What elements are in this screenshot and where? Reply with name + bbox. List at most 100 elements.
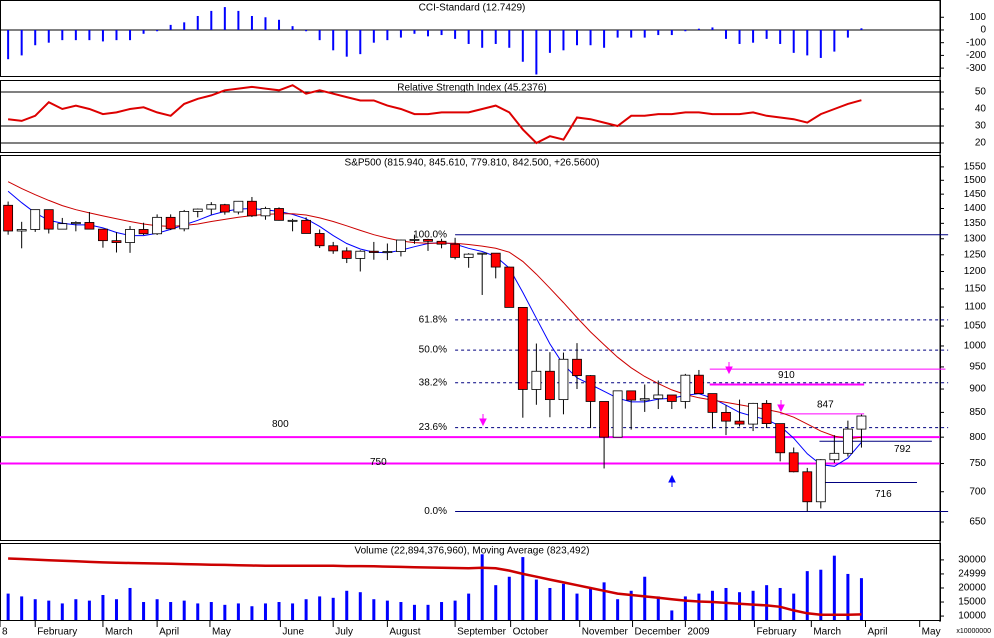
cci-bar: [115, 29, 118, 41]
cci-bar: [183, 22, 186, 30]
cci-bar: [684, 29, 687, 32]
candle-body: [734, 420, 745, 425]
x-tick-label: April: [159, 627, 179, 638]
volume-bar: [494, 585, 498, 620]
y-tick-label: 1500: [964, 175, 987, 186]
y-tick-label: 20000: [958, 583, 986, 594]
y-tick-label: 1300: [964, 233, 987, 244]
cci-bar: [806, 29, 809, 56]
cci-bar: [657, 29, 660, 36]
volume-bar: [372, 599, 376, 620]
volume-bar: [792, 593, 796, 620]
cci-bar: [305, 29, 308, 32]
y-tick-label: 1200: [964, 266, 987, 277]
y-tick-label: 1250: [964, 249, 987, 260]
volume-bar: [6, 593, 10, 620]
y-tick-label: 20: [975, 138, 987, 149]
volume-bar: [412, 604, 416, 620]
cci-bar: [819, 29, 822, 58]
x-tick-label: February: [37, 627, 77, 638]
volume-bar: [738, 592, 742, 620]
volume-bar: [548, 587, 552, 620]
candle-body: [423, 238, 433, 242]
volume-bar: [345, 590, 349, 620]
volume-bar: [20, 596, 24, 620]
candle-body: [815, 459, 826, 503]
candle-body: [680, 374, 691, 402]
volume-bar: [236, 603, 240, 620]
cci-bar: [101, 29, 104, 42]
candle-body: [301, 219, 312, 234]
panel-title: CCI-Standard (12.7429): [419, 3, 526, 14]
cci-bar: [467, 29, 470, 44]
cci-bar: [440, 29, 443, 36]
candle-body: [111, 240, 122, 243]
volume-bar: [453, 600, 457, 620]
candle-body: [707, 393, 718, 413]
volume-bar: [304, 599, 308, 620]
cci-bar: [372, 29, 375, 43]
y-tick-label: 900: [969, 384, 986, 395]
cci-bar: [616, 29, 619, 38]
x-tick-label: April: [868, 627, 888, 638]
volume-bar: [697, 593, 701, 620]
cci-bar: [846, 29, 849, 38]
fib-label: 61.8%: [419, 315, 447, 326]
volume-bar: [47, 600, 51, 620]
volume-bar: [710, 590, 714, 620]
candle-body: [165, 216, 176, 230]
candle-body: [16, 229, 27, 232]
candle-body: [43, 209, 54, 230]
cci-bar: [562, 29, 565, 51]
volume-bar: [209, 602, 213, 620]
x-tick-label: June: [282, 627, 304, 638]
cci-bar: [697, 28, 700, 30]
volume-bar: [182, 600, 186, 620]
unit-label: x10000000: [956, 628, 991, 635]
candle-body: [802, 471, 813, 503]
candle-body: [396, 239, 406, 252]
candle-body: [856, 415, 867, 430]
cci-bar: [291, 26, 294, 30]
cci-bar: [603, 29, 606, 48]
candle-body: [829, 452, 840, 461]
arrow: [725, 362, 733, 375]
candle-body: [3, 204, 14, 232]
cci-bar: [399, 29, 402, 38]
candle-body: [274, 208, 284, 221]
volume-bar: [778, 587, 782, 620]
candle-body: [368, 250, 379, 253]
candle-body: [30, 209, 41, 230]
candle-body: [490, 252, 501, 268]
x-tick-label: March: [813, 627, 841, 638]
volume-bar: [467, 593, 471, 620]
volume-bar: [670, 610, 674, 620]
candle-body: [545, 370, 555, 401]
cci-bar: [169, 24, 172, 30]
candle-body: [666, 394, 677, 402]
y-tick-label: 1100: [964, 302, 986, 313]
fib-label: 23.6%: [419, 422, 447, 433]
cci-bar: [427, 29, 430, 37]
volume-bar: [196, 603, 200, 620]
y-tick-label: 100: [969, 12, 986, 23]
arrow: [479, 414, 487, 427]
level-label: 800: [272, 419, 289, 430]
volume-bar: [318, 596, 322, 620]
volume-bar: [859, 578, 863, 620]
level-label: 716: [875, 489, 892, 500]
cci-bar: [752, 29, 755, 43]
cci-bar: [129, 29, 132, 41]
volume-bar: [114, 599, 118, 620]
panel-frame: [0, 80, 941, 153]
cci-bar: [196, 15, 199, 30]
x-tick-label: March: [105, 627, 133, 638]
candle-body: [599, 401, 609, 438]
candle-body: [585, 375, 596, 402]
candle-body: [694, 374, 704, 394]
candle-body: [260, 208, 271, 217]
candle-body: [84, 222, 95, 230]
y-tick-label: 24999: [958, 569, 986, 580]
candle-body: [206, 204, 217, 210]
candle-body: [328, 245, 339, 252]
